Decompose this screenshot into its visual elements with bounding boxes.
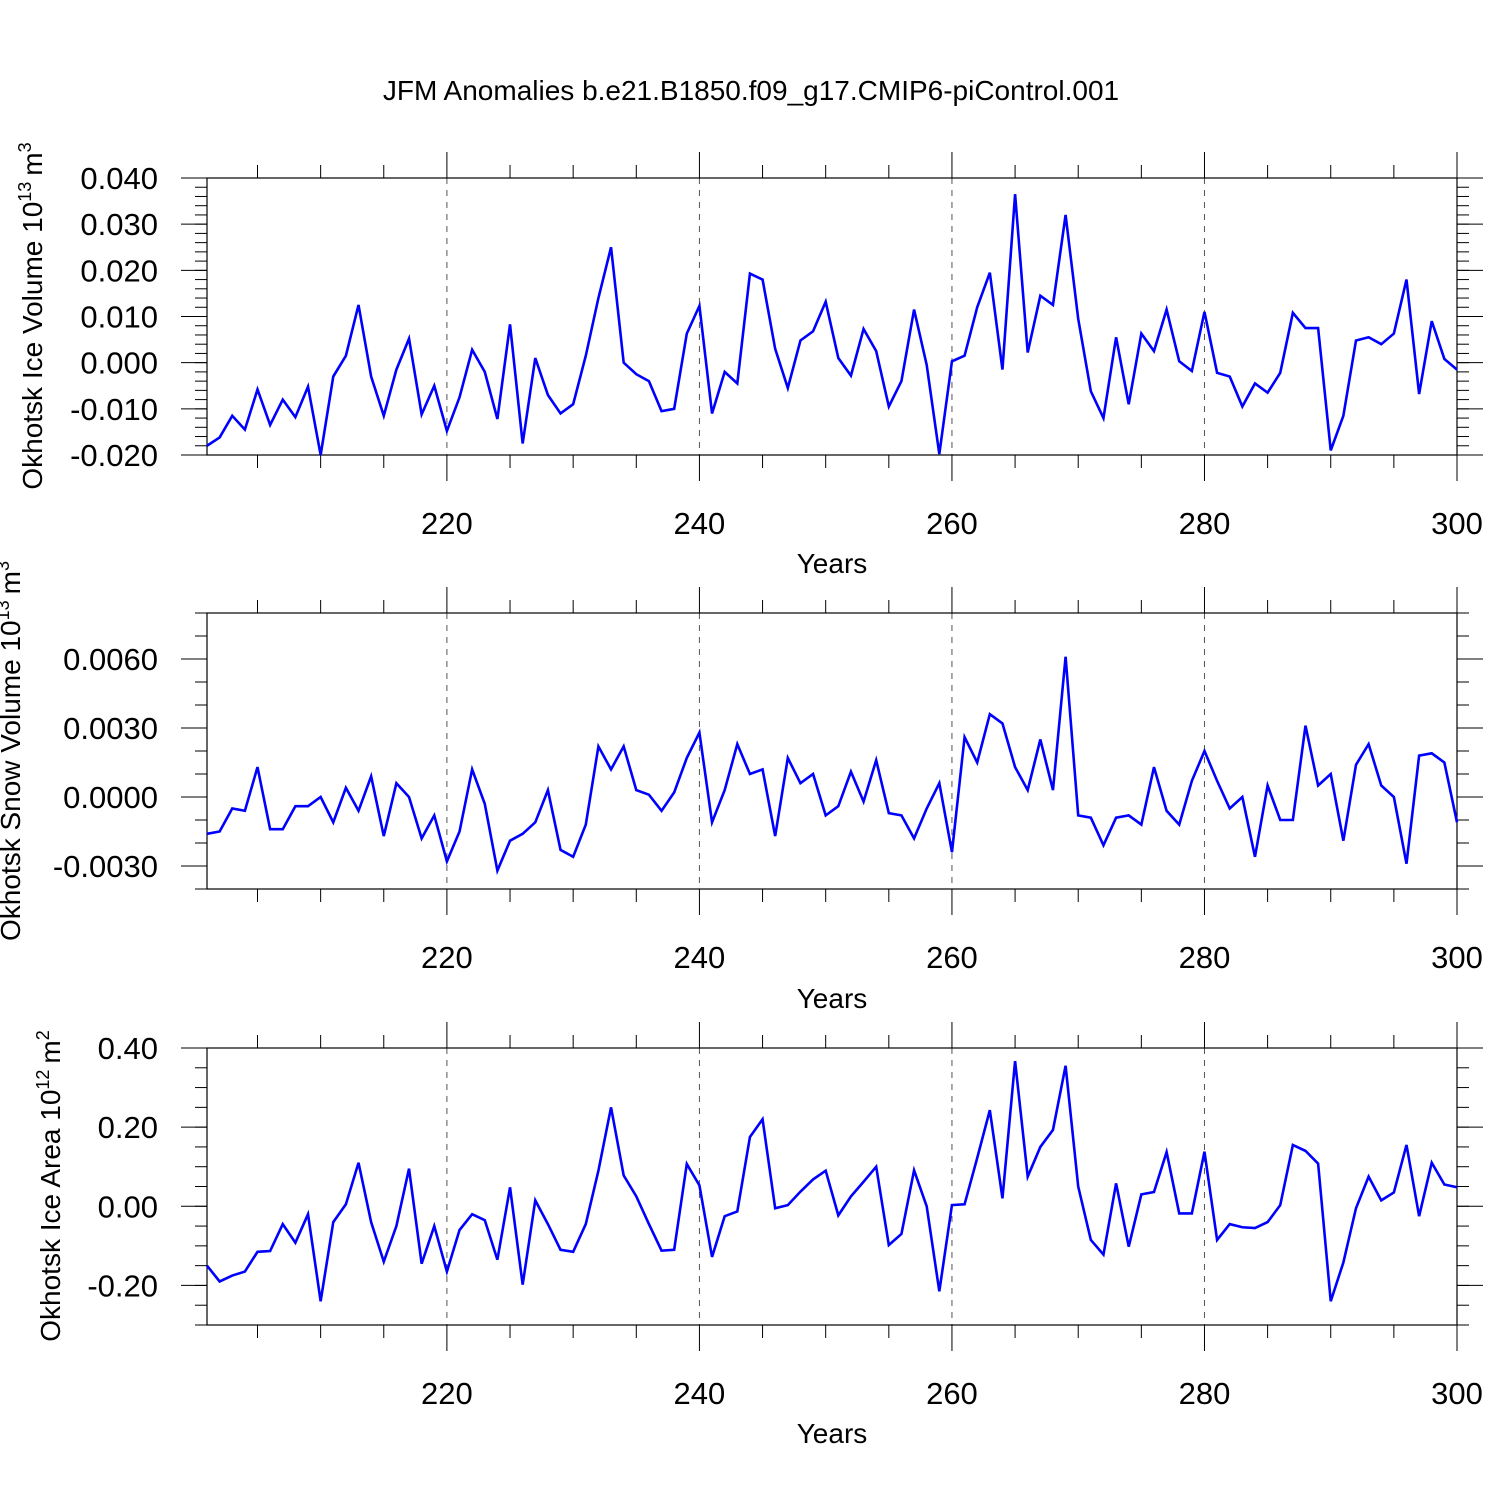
x-axis-title: Years — [797, 983, 868, 1014]
y-tick-label: -0.0030 — [53, 849, 158, 884]
y-tick-label: 0.0000 — [63, 780, 158, 815]
y-axis-title-unit: m — [17, 152, 48, 175]
y-axis-title-main: Okhotsk Ice Area 10 — [35, 1090, 66, 1342]
series-line — [205, 1060, 1458, 1302]
y-axis-title: Okhotsk Ice Area 1012 m2 — [33, 1030, 66, 1342]
y-tick-label: 0.0060 — [63, 642, 158, 677]
y-axis-title: Okhotsk Snow Volume 1013 m3 — [0, 561, 26, 941]
y-axis-title-exponent: 13 — [15, 182, 35, 202]
y-axis-title-unit-exponent: 2 — [33, 1030, 53, 1040]
x-axis-title: Years — [797, 548, 868, 579]
y-tick-label: 0.40 — [98, 1031, 158, 1066]
x-tick-label: 220 — [421, 1376, 473, 1411]
y-tick-label: -0.20 — [87, 1268, 158, 1303]
x-tick-label: 300 — [1431, 506, 1483, 541]
y-axis-title-main: Okhotsk Ice Volume 10 — [17, 202, 48, 490]
y-axis-title-exponent: 12 — [33, 1070, 53, 1090]
y-axis-title-unit-exponent: 3 — [0, 561, 13, 571]
x-tick-label: 260 — [926, 506, 978, 541]
x-tick-label: 240 — [674, 940, 726, 975]
plot-frame — [206, 177, 1458, 456]
y-tick-label: 0.20 — [98, 1110, 158, 1145]
chart-title: JFM Anomalies b.e21.B1850.f09_g17.CMIP6-… — [383, 75, 1119, 106]
y-axis-title-unit-exponent: 3 — [15, 142, 35, 152]
x-axis-title: Years — [797, 1418, 868, 1449]
x-tick-label: 260 — [926, 940, 978, 975]
x-tick-label: 220 — [421, 940, 473, 975]
y-tick-label: 0.030 — [80, 207, 158, 242]
x-tick-label: 280 — [1179, 940, 1231, 975]
y-tick-label: -0.020 — [70, 438, 158, 473]
x-tick-label: 260 — [926, 1376, 978, 1411]
y-tick-label: 0.040 — [80, 161, 158, 196]
plot-frame — [206, 612, 1458, 890]
y-axis-title-exponent: 13 — [0, 600, 13, 620]
x-tick-label: 280 — [1179, 506, 1231, 541]
y-tick-label: 0.0030 — [63, 711, 158, 746]
panel-2: -0.0030 0.0000 0.0030 0.0060 220 240 260 280 300… — [0, 561, 1483, 1014]
x-tick-label: 240 — [674, 506, 726, 541]
x-tick-label: 300 — [1431, 940, 1483, 975]
y-tick-label: 0.010 — [80, 300, 158, 335]
series-line — [206, 194, 1458, 456]
y-tick-label: 0.000 — [80, 346, 158, 381]
y-axis-title-unit: m — [0, 571, 26, 594]
y-axis-title-main: Okhotsk Snow Volume 10 — [0, 620, 26, 941]
y-tick-label: 0.00 — [98, 1189, 158, 1224]
x-tick-label: 220 — [421, 506, 473, 541]
plot-frame — [206, 1047, 1458, 1326]
y-axis-title-unit: m — [35, 1040, 66, 1063]
x-tick-label: 240 — [674, 1376, 726, 1411]
panel-1: -0.020 -0.010 0.000 0.010 0.020 0.030 0.040 220… — [15, 142, 1483, 579]
y-tick-label: -0.010 — [70, 392, 158, 427]
x-tick-label: 280 — [1179, 1376, 1231, 1411]
panel-3: -0.20 0.00 0.20 0.40 220 240 260 280 300 Years Okh… — [33, 1022, 1483, 1449]
y-tick-label: 0.020 — [80, 253, 158, 288]
y-axis-title: Okhotsk Ice Volume 1013 m3 — [15, 142, 48, 489]
series-line — [206, 656, 1459, 876]
x-tick-label: 300 — [1431, 1376, 1483, 1411]
